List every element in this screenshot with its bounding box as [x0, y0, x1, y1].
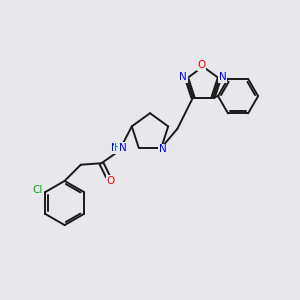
- Text: O: O: [107, 176, 115, 186]
- Text: N: N: [219, 72, 227, 82]
- Text: Cl: Cl: [32, 185, 42, 196]
- Text: O: O: [197, 60, 206, 70]
- Text: NH: NH: [111, 143, 127, 153]
- Text: N: N: [159, 144, 167, 154]
- Text: N: N: [179, 72, 187, 82]
- Text: N: N: [119, 143, 127, 153]
- Text: H: H: [114, 143, 122, 153]
